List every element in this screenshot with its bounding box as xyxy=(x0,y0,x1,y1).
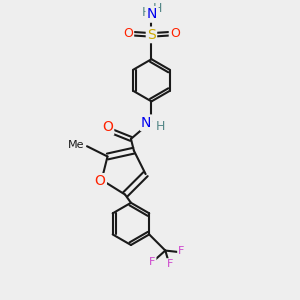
Text: F: F xyxy=(149,257,155,267)
Text: F: F xyxy=(178,246,184,256)
Text: O: O xyxy=(123,27,133,40)
Text: O: O xyxy=(170,27,180,40)
Text: H: H xyxy=(153,2,163,15)
Text: N: N xyxy=(141,116,152,130)
Text: O: O xyxy=(95,174,106,188)
Text: S: S xyxy=(147,28,156,42)
Text: F: F xyxy=(167,259,173,269)
Text: H: H xyxy=(156,120,165,133)
Text: H: H xyxy=(142,6,151,19)
Text: Me: Me xyxy=(68,140,84,150)
Text: O: O xyxy=(102,120,113,134)
Text: N: N xyxy=(147,8,157,21)
